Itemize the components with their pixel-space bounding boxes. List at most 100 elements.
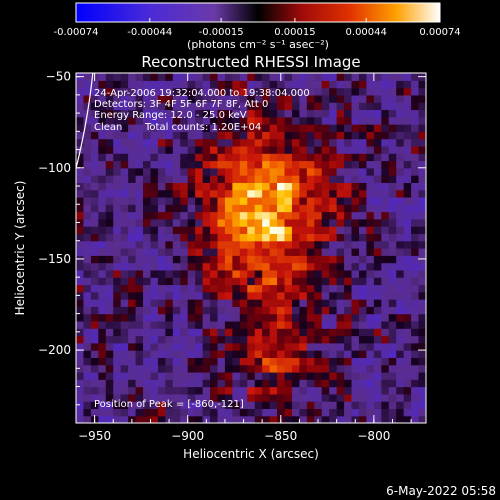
heatmap-cell bbox=[418, 379, 426, 388]
heatmap-cell bbox=[388, 313, 397, 322]
heatmap-cell bbox=[344, 138, 353, 147]
heatmap-cell bbox=[344, 401, 353, 410]
heatmap-cell bbox=[247, 240, 256, 249]
heatmap-cell bbox=[165, 371, 174, 380]
heatmap-cell bbox=[195, 109, 204, 118]
heatmap-cell bbox=[165, 196, 174, 205]
heatmap-cell bbox=[351, 320, 360, 329]
heatmap-cell bbox=[239, 240, 248, 249]
heatmap-cell bbox=[113, 102, 122, 111]
heatmap-cell bbox=[344, 357, 353, 366]
heatmap-cell bbox=[247, 153, 256, 162]
heatmap-cell bbox=[284, 226, 293, 235]
heatmap-cell bbox=[254, 306, 263, 315]
heatmap-cell bbox=[224, 233, 233, 242]
heatmap-cell bbox=[284, 138, 293, 147]
heatmap-cell bbox=[247, 291, 256, 300]
heatmap-cell bbox=[180, 240, 189, 249]
heatmap-cell bbox=[83, 160, 92, 169]
heatmap-cell bbox=[157, 342, 166, 351]
heatmap-cell bbox=[120, 167, 129, 176]
heatmap-cell bbox=[128, 233, 137, 242]
heatmap-cell bbox=[83, 116, 92, 125]
heatmap-cell bbox=[321, 255, 330, 264]
heatmap-cell bbox=[403, 116, 412, 125]
heatmap-cell bbox=[358, 328, 368, 337]
heatmap-cell bbox=[262, 248, 271, 256]
heatmap-cell bbox=[329, 386, 338, 395]
heatmap-cell bbox=[277, 102, 286, 111]
heatmap-cell bbox=[262, 342, 271, 351]
heatmap-cell bbox=[128, 284, 137, 293]
heatmap-cell bbox=[314, 306, 323, 315]
heatmap-cell bbox=[128, 277, 137, 286]
heatmap-cell bbox=[172, 116, 181, 125]
heatmap-cell bbox=[187, 350, 196, 358]
heatmap-cell bbox=[358, 291, 368, 300]
heatmap-cell bbox=[411, 87, 420, 96]
heatmap-cell bbox=[113, 364, 122, 373]
heatmap-cell bbox=[373, 284, 382, 293]
heatmap-cell bbox=[373, 138, 382, 147]
heatmap-cell bbox=[128, 306, 137, 315]
heatmap-cell bbox=[329, 145, 338, 154]
heatmap-cell bbox=[329, 291, 338, 300]
heatmap-cell bbox=[187, 269, 196, 278]
heatmap-cell bbox=[105, 218, 114, 227]
heatmap-cell bbox=[388, 291, 397, 300]
heatmap-cell bbox=[247, 233, 256, 242]
heatmap-cell bbox=[418, 415, 426, 423]
heatmap-cell bbox=[299, 204, 308, 213]
heatmap-cell bbox=[321, 299, 330, 307]
heatmap-cell bbox=[284, 379, 293, 388]
heatmap-cell bbox=[224, 306, 233, 315]
detectors-text: Detectors: 3F 4F 5F 6F 7F 8F, Att 0 bbox=[94, 99, 268, 110]
heatmap-cell bbox=[299, 94, 308, 103]
heatmap-cell bbox=[172, 102, 181, 111]
heatmap-cell bbox=[247, 320, 256, 329]
heatmap-cell bbox=[187, 145, 196, 154]
heatmap-cell bbox=[254, 167, 263, 176]
heatmap-cell bbox=[366, 255, 375, 264]
heatmap-cell bbox=[210, 401, 219, 410]
heatmap-cell bbox=[150, 306, 159, 315]
heatmap-cell bbox=[373, 386, 382, 395]
heatmap-cell bbox=[113, 408, 122, 417]
heatmap-cell bbox=[262, 175, 271, 183]
heatmap-cell bbox=[418, 277, 426, 286]
heatmap-cell bbox=[187, 386, 196, 395]
heatmap-cell bbox=[277, 109, 286, 118]
heatmap-cell bbox=[157, 277, 166, 286]
heatmap-cell bbox=[336, 291, 345, 300]
heatmap-cell bbox=[277, 284, 286, 293]
heatmap-cell bbox=[239, 211, 248, 220]
heatmap-cell bbox=[232, 262, 241, 271]
heatmap-cell bbox=[291, 386, 301, 395]
heatmap-cell bbox=[202, 175, 211, 183]
heatmap-cell bbox=[418, 269, 426, 278]
heatmap-cell bbox=[128, 189, 137, 198]
heatmap-cell bbox=[344, 342, 353, 351]
heatmap-cell bbox=[418, 160, 426, 169]
heatmap-cell bbox=[351, 284, 360, 293]
heatmap-cell bbox=[277, 145, 286, 154]
heatmap-cell bbox=[299, 364, 308, 373]
heatmap-cell bbox=[83, 248, 92, 256]
heatmap-cell bbox=[358, 109, 368, 118]
heatmap-cell bbox=[381, 328, 390, 337]
heatmap-cell bbox=[165, 350, 174, 358]
heatmap-cell bbox=[314, 401, 323, 410]
heatmap-cell bbox=[180, 408, 189, 417]
heatmap-cell bbox=[284, 124, 293, 132]
heatmap-cell bbox=[321, 386, 330, 395]
heatmap-cell bbox=[306, 284, 315, 293]
heatmap-cell bbox=[262, 167, 271, 176]
heatmap-cell bbox=[217, 342, 226, 351]
heatmap-cell bbox=[277, 320, 286, 329]
heatmap-cell bbox=[373, 313, 382, 322]
footer-date: 6-May-2022 05:58 bbox=[386, 484, 496, 498]
heatmap-cell bbox=[113, 350, 122, 358]
heatmap-cell bbox=[269, 415, 278, 423]
heatmap-cell bbox=[277, 153, 286, 162]
heatmap-cell bbox=[113, 189, 122, 198]
